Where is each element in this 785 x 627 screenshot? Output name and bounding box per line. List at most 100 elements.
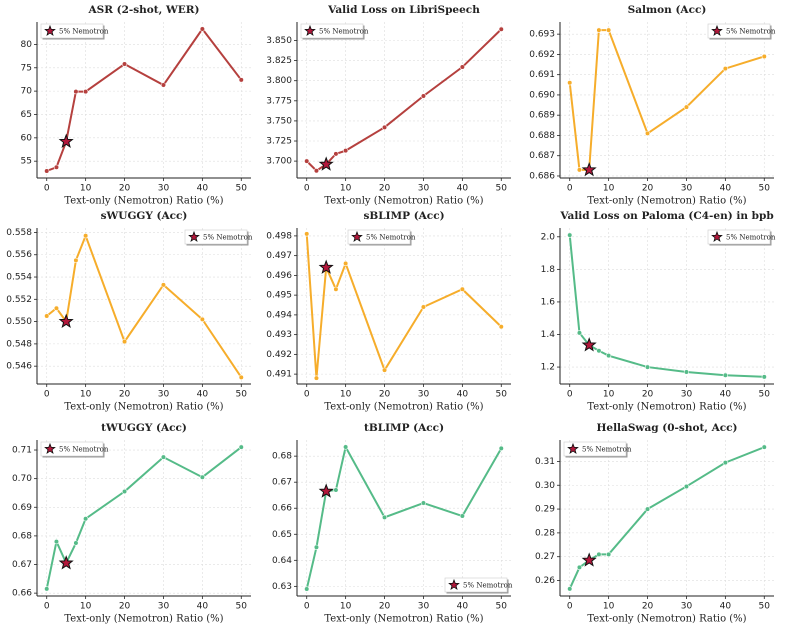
x-tick-label: 0 (304, 184, 310, 194)
x-tick-label: 30 (681, 602, 693, 612)
y-tick-label: 3.725 (266, 137, 292, 147)
point (381, 367, 388, 373)
legend-box (184, 229, 248, 245)
point (576, 167, 583, 173)
point (420, 93, 427, 99)
y-tick-label: 0.67 (12, 560, 32, 570)
point (596, 27, 602, 33)
highlight-star (318, 156, 334, 171)
point (576, 564, 583, 571)
point (73, 88, 79, 95)
line (568, 446, 765, 590)
legend-box (563, 441, 627, 457)
point (644, 364, 651, 370)
y-tick-label: 0.690 (529, 90, 555, 100)
x-tick-label: 40 (457, 602, 469, 612)
y-tick-label: 0.552 (6, 295, 32, 305)
point (567, 232, 573, 238)
y-tick-label: 0.68 (12, 531, 32, 541)
legend-star (44, 442, 56, 454)
y-tick-label: 0.492 (266, 350, 292, 360)
point (683, 104, 690, 110)
y-tick-label: 3.850 (266, 36, 292, 46)
y-tick-label: 0.65 (272, 530, 292, 540)
legend-label: 5% Nemotron (59, 446, 109, 454)
x-axis-label: Text-only (Nemotron) Ratio (%) (324, 196, 483, 207)
y-tick-label: 0.494 (266, 310, 292, 320)
y-tick-label: 0.686 (529, 171, 555, 181)
point (761, 374, 767, 380)
x-tick-label: 10 (340, 602, 352, 612)
x-tick-label: 40 (197, 390, 209, 400)
legend-label: 5% Nemotron (726, 234, 776, 242)
x-tick-label: 0 (44, 184, 50, 194)
chart-title: Valid Loss on LibriSpeech (327, 4, 480, 16)
y-tick-label: 65 (21, 110, 32, 120)
legend-label: 5% Nemotron (59, 28, 109, 36)
point (304, 586, 310, 592)
point (83, 516, 89, 522)
x-tick-label: 50 (759, 602, 771, 612)
x-tick-label: 50 (759, 390, 771, 400)
line (46, 232, 243, 378)
point (606, 27, 612, 33)
chart-title: Valid Loss on Paloma (C4-en) in bpb (559, 210, 773, 222)
x-tick-label: 10 (80, 184, 92, 194)
point (313, 375, 320, 381)
point (313, 168, 320, 174)
y-tick-label: 0.66 (12, 589, 32, 599)
highlight-star (318, 259, 334, 274)
point (73, 540, 79, 546)
x-tick-label: 0 (567, 390, 573, 400)
point (53, 305, 60, 311)
legend-star (351, 230, 363, 242)
point (343, 260, 349, 267)
x-tick-label: 0 (44, 390, 50, 400)
legend-box (40, 441, 104, 457)
point (381, 124, 388, 130)
x-tick-label: 40 (720, 602, 732, 612)
point (596, 348, 602, 354)
point (761, 444, 767, 450)
y-tick-label: 0.548 (6, 339, 32, 349)
x-tick-label: 20 (642, 184, 654, 194)
y-tick-label: 3.700 (266, 157, 292, 167)
x-tick-label: 10 (340, 390, 352, 400)
y-tick-label: 0.491 (266, 370, 292, 380)
point (606, 353, 612, 359)
x-tick-label: 50 (496, 390, 508, 400)
point (160, 282, 167, 288)
y-tick-label: 0.495 (266, 291, 292, 301)
point (44, 313, 50, 319)
x-tick-label: 30 (681, 390, 693, 400)
legend-box (444, 577, 508, 593)
y-tick-label: 3.800 (266, 76, 292, 86)
point (333, 286, 339, 292)
point (722, 372, 728, 378)
point (420, 500, 427, 506)
point (53, 539, 60, 545)
point (121, 61, 128, 67)
y-tick-label: 0.688 (529, 131, 555, 141)
line (305, 233, 502, 379)
x-axis-label: Text-only (Nemotron) Ratio (%) (64, 402, 223, 413)
point (53, 164, 60, 170)
x-tick-label: 20 (379, 390, 391, 400)
y-tick-label: 0.550 (6, 317, 32, 327)
legend-star (711, 24, 723, 36)
y-tick-label: 3.825 (266, 56, 292, 66)
y-tick-label: 0.497 (266, 251, 292, 261)
y-tick-label: 0.498 (266, 231, 292, 241)
legend-label: 5% Nemotron (463, 582, 513, 590)
point (238, 374, 244, 380)
x-axis-label: Text-only (Nemotron) Ratio (%) (587, 196, 746, 207)
y-tick-label: 3.775 (266, 96, 292, 106)
legend-label: 5% Nemotron (366, 234, 416, 242)
x-tick-label: 30 (418, 184, 430, 194)
legend-star (188, 230, 200, 242)
point (567, 80, 573, 86)
point (238, 77, 244, 83)
y-tick-label: 0.26 (535, 576, 555, 586)
x-tick-label: 40 (197, 602, 209, 612)
y-tick-label: 0.556 (6, 250, 32, 260)
